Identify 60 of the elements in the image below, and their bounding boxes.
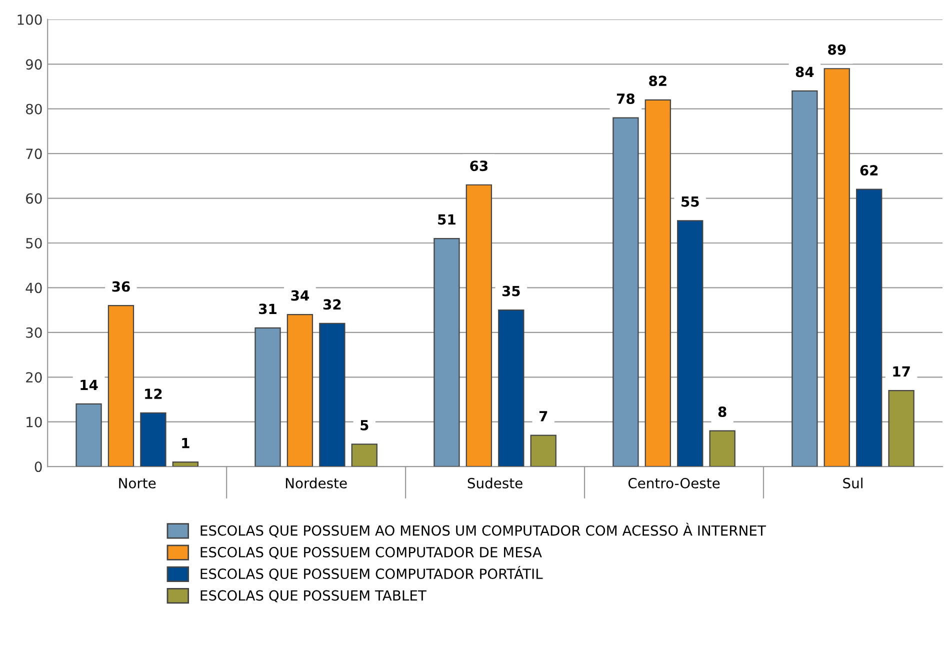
bar bbox=[466, 184, 492, 467]
y-tick-label: 100 bbox=[18, 14, 42, 25]
bar bbox=[709, 430, 736, 467]
y-tick-label: 10 bbox=[26, 416, 42, 428]
legend-label: ESCOLAS QUE POSSUEM AO MENOS UM COMPUTADOR COM ACESSO À INTERNET bbox=[200, 522, 766, 538]
y-tick-label: 0 bbox=[34, 462, 42, 472]
bar bbox=[140, 412, 166, 467]
y-tick-label: 20 bbox=[26, 372, 42, 383]
y-tick-label: 40 bbox=[26, 282, 42, 294]
data-label: 55 bbox=[682, 196, 699, 207]
data-label: 78 bbox=[616, 94, 634, 104]
legend-label: ESCOLAS QUE POSSUEM COMPUTADOR DE MESA bbox=[200, 546, 542, 560]
y-tick-label: 80 bbox=[26, 104, 42, 114]
x-tick-label: Nordeste bbox=[286, 478, 347, 488]
bar bbox=[319, 322, 346, 467]
y-tick-label: 30 bbox=[26, 327, 42, 338]
data-label: 31 bbox=[259, 304, 276, 314]
bar bbox=[434, 238, 460, 467]
data-label: 5 bbox=[360, 420, 368, 430]
x-tick-label: Sudeste bbox=[468, 478, 522, 488]
data-label: 1 bbox=[182, 438, 190, 448]
y-tick-label: 60 bbox=[26, 193, 42, 204]
x-tick-label: Centro-Oeste bbox=[628, 478, 720, 488]
data-label: 82 bbox=[649, 76, 666, 86]
data-label: 62 bbox=[860, 165, 878, 176]
legend-label: ESCOLAS QUE POSSUEM COMPUTADOR PORTÁTIL bbox=[200, 566, 543, 581]
data-label: 34 bbox=[291, 290, 309, 301]
bar bbox=[792, 90, 818, 467]
data-label: 14 bbox=[80, 380, 98, 390]
bar bbox=[286, 314, 314, 467]
data-label: 8 bbox=[718, 406, 726, 417]
data-label: 12 bbox=[145, 388, 162, 399]
bar bbox=[677, 220, 704, 467]
bar bbox=[530, 434, 556, 467]
x-tick-label: Sul bbox=[843, 478, 862, 488]
bar bbox=[351, 444, 378, 467]
bar bbox=[824, 68, 850, 467]
data-label: 35 bbox=[502, 286, 520, 296]
legend-label: ESCOLAS QUE POSSUEM TABLET bbox=[200, 590, 426, 602]
data-label: 17 bbox=[893, 366, 910, 377]
data-label: 7 bbox=[539, 411, 548, 422]
bar bbox=[108, 305, 134, 467]
bar bbox=[172, 462, 198, 467]
bar bbox=[888, 390, 914, 467]
bar bbox=[254, 327, 281, 467]
bar bbox=[612, 117, 639, 467]
bar bbox=[76, 403, 102, 467]
y-tick-label: 50 bbox=[26, 238, 42, 248]
y-tick-label: 70 bbox=[26, 148, 42, 160]
x-tick-label: Norte bbox=[119, 478, 156, 488]
y-tick-label: 90 bbox=[26, 59, 42, 70]
data-label: 51 bbox=[438, 214, 456, 225]
data-label: 63 bbox=[470, 160, 488, 172]
bar bbox=[644, 99, 671, 467]
bar bbox=[856, 188, 882, 467]
data-label: 89 bbox=[828, 44, 846, 55]
data-label: 36 bbox=[112, 281, 130, 292]
bar bbox=[498, 310, 524, 467]
data-label: 84 bbox=[796, 66, 814, 78]
data-label: 32 bbox=[323, 299, 341, 310]
